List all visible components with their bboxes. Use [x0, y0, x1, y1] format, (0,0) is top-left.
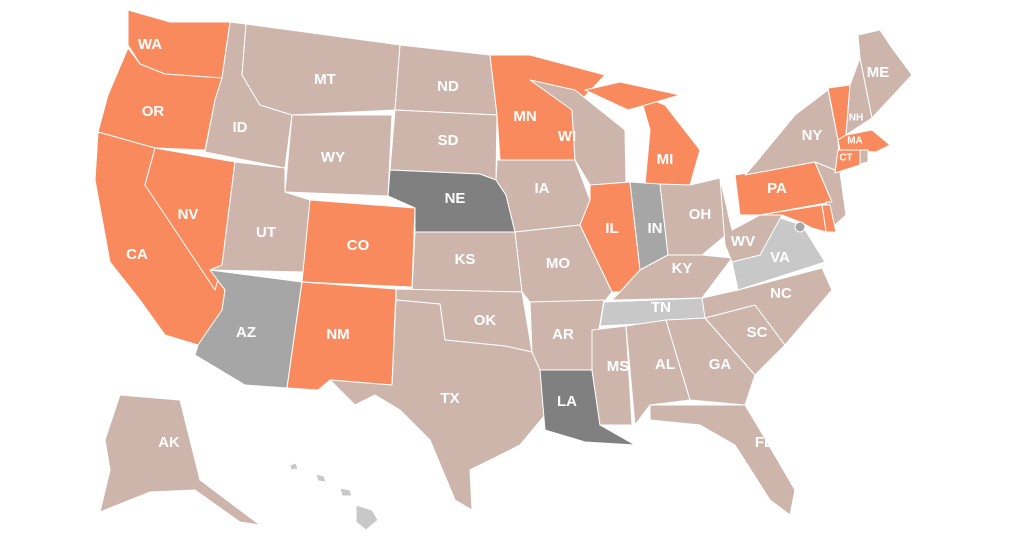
state-fl[interactable]	[649, 404, 796, 516]
state-hi[interactable]	[355, 504, 379, 531]
state-label-wi: WI	[558, 128, 576, 145]
state-mi[interactable]	[584, 81, 681, 111]
state-dc[interactable]	[794, 221, 806, 233]
state-label-sd: SD	[438, 132, 459, 149]
state-label-il: IL	[605, 220, 618, 237]
state-ny[interactable]	[744, 89, 841, 176]
state-label-ar: AR	[552, 326, 574, 343]
state-label-ct: CT	[839, 153, 852, 164]
state-label-ut: UT	[256, 224, 276, 241]
state-ct[interactable]	[834, 149, 861, 174]
state-label-ks: KS	[455, 251, 476, 268]
state-label-nh: NH	[849, 113, 863, 124]
state-label-wy: WY	[321, 149, 345, 166]
state-label-ma: MA	[847, 136, 863, 147]
state-hi[interactable]	[339, 487, 353, 497]
state-label-pa: PA	[767, 180, 787, 197]
state-label-ky: KY	[672, 260, 693, 277]
state-label-ne: NE	[445, 190, 466, 207]
state-label-ny: NY	[802, 127, 823, 144]
state-label-ga: GA	[709, 356, 732, 373]
state-label-ok: OK	[474, 312, 497, 329]
state-label-mo: MO	[546, 255, 570, 272]
state-label-me: ME	[867, 64, 890, 81]
state-label-or: OR	[142, 103, 165, 120]
state-label-al: AL	[655, 356, 675, 373]
state-label-mn: MN	[513, 108, 536, 125]
state-ms[interactable]	[591, 325, 633, 426]
state-mi[interactable]	[639, 94, 701, 186]
state-label-nv: NV	[178, 206, 199, 223]
state-label-nd: ND	[437, 78, 459, 95]
state-label-az: AZ	[236, 324, 256, 341]
state-hi[interactable]	[315, 473, 327, 483]
state-label-mt: MT	[314, 71, 336, 88]
state-label-sc: SC	[747, 324, 768, 341]
state-ak[interactable]	[99, 394, 261, 526]
state-al[interactable]	[625, 319, 691, 426]
state-ky[interactable]	[611, 254, 733, 301]
state-label-ms: MS	[607, 358, 630, 375]
state-ri[interactable]	[859, 149, 869, 165]
state-label-ia: IA	[535, 180, 550, 197]
state-ga[interactable]	[665, 317, 756, 406]
state-label-ak: AK	[158, 434, 180, 451]
state-label-in: IN	[648, 220, 663, 237]
state-me[interactable]	[857, 29, 913, 119]
state-label-tn: TN	[651, 299, 671, 316]
state-label-wa: WA	[138, 36, 162, 53]
state-label-la: LA	[557, 393, 577, 410]
state-wv[interactable]	[719, 177, 783, 263]
state-label-nc: NC	[770, 285, 792, 302]
state-label-oh: OH	[689, 206, 712, 223]
state-mt[interactable]	[241, 23, 401, 116]
state-hi[interactable]	[289, 462, 299, 471]
state-label-id: ID	[233, 119, 248, 136]
state-label-ca: CA	[126, 246, 148, 263]
state-label-co: CO	[347, 237, 370, 254]
state-nc[interactable]	[701, 267, 833, 346]
state-label-tx: TX	[440, 390, 459, 407]
state-md[interactable]	[759, 204, 827, 233]
state-label-fl: FL	[755, 434, 773, 451]
state-label-mi: MI	[657, 151, 674, 168]
state-label-nm: NM	[326, 326, 349, 343]
state-label-wv: WV	[731, 233, 755, 250]
state-tx[interactable]	[329, 299, 546, 511]
state-label-va: VA	[770, 249, 790, 266]
